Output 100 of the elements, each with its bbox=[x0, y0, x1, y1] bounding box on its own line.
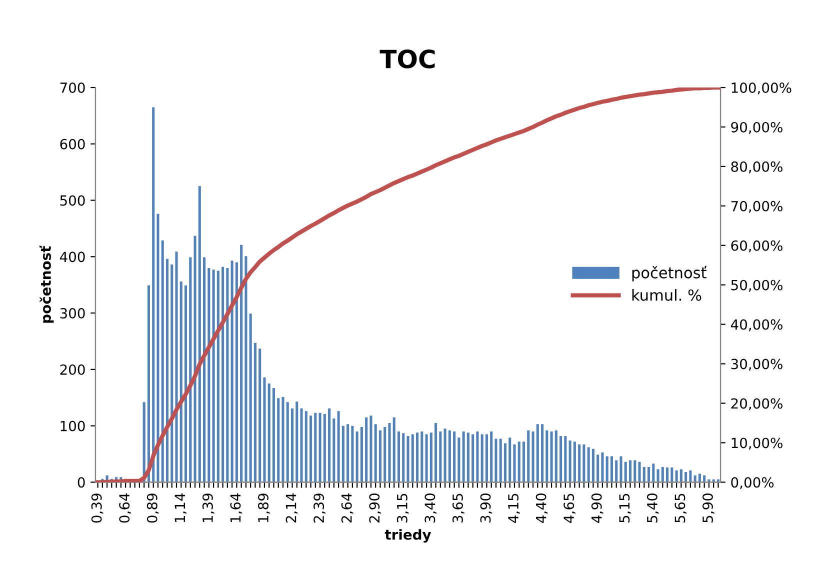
y2-tick-label: 70,00% bbox=[731, 200, 782, 213]
bar bbox=[152, 107, 155, 482]
bar bbox=[290, 408, 294, 482]
bar bbox=[161, 240, 164, 482]
y2-tick-label: 20,00% bbox=[731, 398, 782, 410]
bar bbox=[406, 436, 410, 482]
bar bbox=[670, 468, 674, 482]
bar bbox=[170, 264, 174, 482]
bar bbox=[434, 422, 438, 482]
bar bbox=[286, 402, 289, 482]
bar bbox=[610, 456, 613, 482]
bar bbox=[166, 258, 169, 482]
bar bbox=[318, 412, 322, 482]
bar bbox=[596, 454, 600, 482]
y-tick-label: 500 bbox=[60, 195, 85, 206]
bar bbox=[216, 270, 220, 482]
bar bbox=[536, 424, 539, 482]
x-tick-label: 4,40 bbox=[536, 494, 548, 523]
bar bbox=[332, 418, 336, 482]
bar bbox=[309, 416, 312, 482]
bar bbox=[522, 442, 526, 482]
bar bbox=[587, 447, 590, 482]
bar bbox=[430, 432, 432, 482]
y2-tick-label: 100,00% bbox=[732, 82, 792, 94]
bar bbox=[698, 474, 701, 482]
bar bbox=[342, 426, 344, 482]
y-axis-title: početnosť bbox=[40, 245, 54, 323]
bar bbox=[258, 348, 262, 482]
bar bbox=[647, 466, 650, 482]
bar bbox=[235, 262, 238, 482]
x-tick-label: 2,64 bbox=[341, 493, 354, 523]
bar bbox=[180, 281, 182, 482]
bar bbox=[628, 460, 632, 482]
bar bbox=[222, 266, 224, 482]
bar bbox=[370, 416, 372, 482]
x-tick-label: 5,65 bbox=[674, 494, 687, 522]
x-tick-label: 4,15 bbox=[508, 494, 520, 523]
bar bbox=[564, 436, 567, 482]
bar bbox=[444, 428, 446, 482]
bar bbox=[402, 433, 405, 482]
y-tick-label: 300 bbox=[60, 308, 85, 319]
y-tick-label: 400 bbox=[60, 252, 85, 262]
bar bbox=[397, 431, 400, 482]
x-tick-label: 1,39 bbox=[202, 494, 214, 522]
bar bbox=[346, 424, 350, 482]
x-tick-label: 5,40 bbox=[646, 494, 659, 522]
bar bbox=[249, 314, 252, 482]
y2-tick-label: 50,00% bbox=[731, 280, 782, 292]
x-tick-label: 2,39 bbox=[314, 494, 326, 523]
x-tick-label: 2,90 bbox=[369, 494, 382, 523]
y-tick-label: 200 bbox=[60, 364, 85, 375]
bar bbox=[675, 470, 678, 482]
bar bbox=[661, 466, 664, 482]
x-tick-label: 5,90 bbox=[702, 494, 714, 522]
bar bbox=[420, 431, 424, 482]
bar bbox=[573, 442, 576, 482]
legend-label: kumul. % bbox=[632, 289, 702, 301]
bar bbox=[356, 431, 358, 482]
bar bbox=[480, 434, 484, 482]
bar bbox=[568, 440, 572, 482]
bar bbox=[560, 436, 562, 482]
bar bbox=[666, 468, 669, 482]
bar bbox=[323, 414, 326, 482]
bar bbox=[328, 408, 331, 482]
bar bbox=[466, 432, 470, 482]
legend-label: početnosť bbox=[632, 266, 706, 282]
y-tick-label: 100 bbox=[60, 420, 85, 432]
x-tick-label: 4,90 bbox=[591, 494, 604, 523]
bar bbox=[351, 426, 354, 482]
bar bbox=[268, 384, 270, 482]
y2-tick-label: 30,00% bbox=[731, 358, 782, 371]
bar bbox=[453, 431, 456, 482]
bar bbox=[624, 462, 627, 482]
bar bbox=[198, 186, 201, 482]
bar bbox=[458, 438, 460, 482]
bar bbox=[652, 464, 655, 482]
bar bbox=[448, 430, 451, 482]
chart-title: TOC bbox=[380, 50, 435, 68]
bar bbox=[546, 430, 548, 482]
x-tick-label: 5,15 bbox=[619, 494, 632, 522]
bar bbox=[554, 430, 558, 482]
bar bbox=[541, 424, 544, 482]
bar bbox=[634, 460, 636, 482]
x-tick-label: 2,14 bbox=[286, 493, 298, 523]
bar bbox=[684, 472, 688, 482]
bar bbox=[601, 452, 604, 482]
bar bbox=[147, 285, 150, 482]
bar bbox=[300, 408, 303, 482]
y2-tick-label: 0,00% bbox=[731, 477, 774, 490]
bar bbox=[254, 342, 256, 482]
bar bbox=[462, 431, 465, 482]
bar bbox=[392, 417, 396, 482]
bar bbox=[388, 422, 391, 482]
bar bbox=[384, 426, 386, 482]
bar bbox=[203, 257, 206, 482]
bar bbox=[592, 448, 594, 482]
bar bbox=[194, 236, 196, 482]
bar bbox=[378, 430, 382, 482]
bar bbox=[494, 438, 498, 482]
bar bbox=[296, 402, 298, 482]
